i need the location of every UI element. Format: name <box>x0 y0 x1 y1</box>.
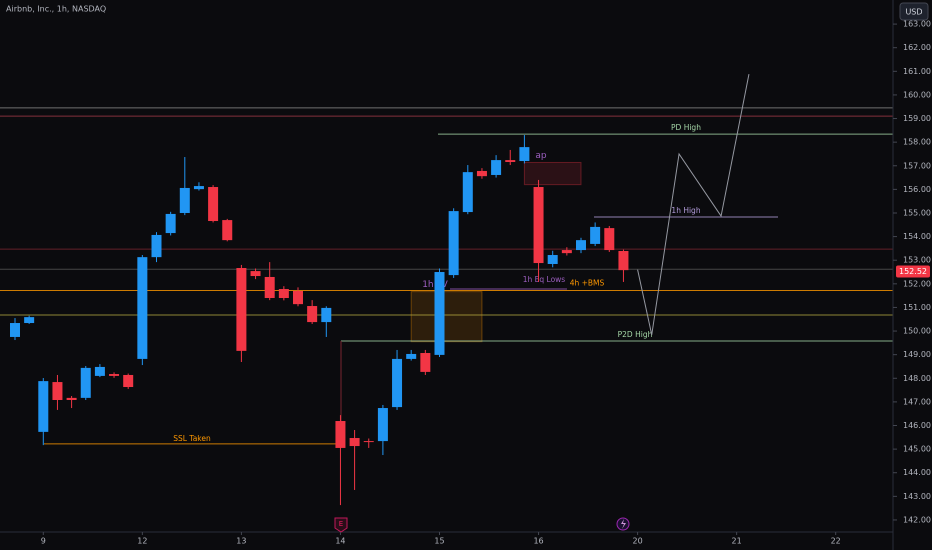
y-tick-label: 146.00 <box>903 421 931 430</box>
candle-body <box>505 160 516 162</box>
candle-body <box>193 186 204 190</box>
x-tick-label: 21 <box>732 537 742 546</box>
candle-body <box>604 228 615 251</box>
candle-body <box>406 353 417 359</box>
y-tick-label: 144.00 <box>903 468 931 477</box>
x-tick-label: 15 <box>434 537 444 546</box>
level-label: 4h +BMS <box>570 278 605 287</box>
zone <box>523 161 582 186</box>
earnings-letter: E <box>339 520 343 528</box>
candle-body <box>307 306 318 323</box>
candle-body <box>264 276 275 298</box>
candle-body <box>94 366 105 376</box>
y-tick-label: 161.00 <box>903 67 931 76</box>
candle-body <box>519 147 530 162</box>
y-tick-label: 156.00 <box>903 185 931 194</box>
candle-body <box>222 220 233 241</box>
x-tick-label: 14 <box>335 537 345 546</box>
currency-button[interactable] <box>899 2 929 21</box>
candle-body <box>208 187 219 222</box>
candle-body <box>151 234 162 258</box>
candle-body <box>491 160 502 175</box>
candle-body <box>179 187 190 213</box>
x-tick-label: 16 <box>533 537 543 546</box>
candle-body <box>349 438 360 447</box>
candle-body <box>476 170 487 177</box>
y-tick-label: 159.00 <box>903 114 931 123</box>
level-label: PD High <box>671 123 701 132</box>
candle-body <box>80 367 91 398</box>
candle-body <box>52 382 63 401</box>
candle-body <box>448 211 459 276</box>
projection-path <box>637 74 750 335</box>
y-tick-label: 143.00 <box>903 492 931 501</box>
y-tick-label: 151.00 <box>903 303 931 312</box>
y-tick-label: 145.00 <box>903 445 931 454</box>
earnings-icon[interactable]: E <box>334 517 348 533</box>
y-tick-label: 149.00 <box>903 350 931 359</box>
y-tick-label: 154.00 <box>903 232 931 241</box>
candle-body <box>123 374 134 388</box>
y-tick-label: 162.00 <box>903 43 931 52</box>
y-tick-label: 142.00 <box>903 515 931 524</box>
candle-body <box>377 408 388 442</box>
candle-body <box>561 250 572 254</box>
x-tick-label: 22 <box>831 537 841 546</box>
x-tick-label: 9 <box>41 537 46 546</box>
x-tick-label: 13 <box>236 537 246 546</box>
y-tick-label: 147.00 <box>903 397 931 406</box>
candle-body <box>547 255 558 264</box>
level-label: P2D High <box>618 330 653 339</box>
zone-label: ap <box>535 151 547 161</box>
y-tick-label: 152.00 <box>903 279 931 288</box>
candle-body <box>420 353 431 372</box>
chart-title: Airbnb, Inc., 1h, NASDAQ <box>6 5 106 14</box>
candle-body <box>434 272 445 355</box>
candle-body <box>38 381 49 432</box>
y-tick-label: 157.00 <box>903 161 931 170</box>
y-tick-label: 148.00 <box>903 374 931 383</box>
candle-body <box>292 290 303 305</box>
level-label: SSL Taken <box>173 434 211 443</box>
candle-body <box>363 441 374 443</box>
candle-body <box>575 240 586 251</box>
candle-body <box>137 257 148 359</box>
candle-body <box>250 271 261 277</box>
candle-body <box>9 323 20 337</box>
candle-body <box>236 268 247 351</box>
candle-body <box>278 289 289 298</box>
candle-body <box>590 226 601 244</box>
currency: USD <box>905 8 922 17</box>
y-tick-label: 163.00 <box>903 20 931 29</box>
candle-body <box>165 213 176 234</box>
zone <box>410 291 483 343</box>
y-tick-label: 150.00 <box>903 327 931 336</box>
x-tick-label: 12 <box>137 537 147 546</box>
earnings-shape <box>334 517 348 533</box>
level-label: 1h Eq Lows <box>523 275 566 284</box>
candle-body <box>462 172 473 213</box>
candle-body <box>66 397 77 401</box>
event-icon[interactable] <box>616 517 630 531</box>
last-price-label: 152.52 <box>899 267 927 276</box>
candle-body <box>533 187 544 264</box>
y-tick-label: 158.00 <box>903 138 931 147</box>
x-tick-label: 20 <box>633 537 643 546</box>
y-tick-label: 160.00 <box>903 90 931 99</box>
y-tick-label: 153.00 <box>903 256 931 265</box>
candle-body <box>24 317 35 324</box>
level-label: 1h High <box>671 206 700 215</box>
candle-body <box>392 358 403 408</box>
candle-body <box>335 421 346 448</box>
event-bolt <box>621 519 626 529</box>
candle-body <box>109 374 120 376</box>
candle-body <box>321 307 332 323</box>
y-tick-label: 155.00 <box>903 208 931 217</box>
candle-body <box>618 251 629 271</box>
last-price-box <box>896 265 930 278</box>
